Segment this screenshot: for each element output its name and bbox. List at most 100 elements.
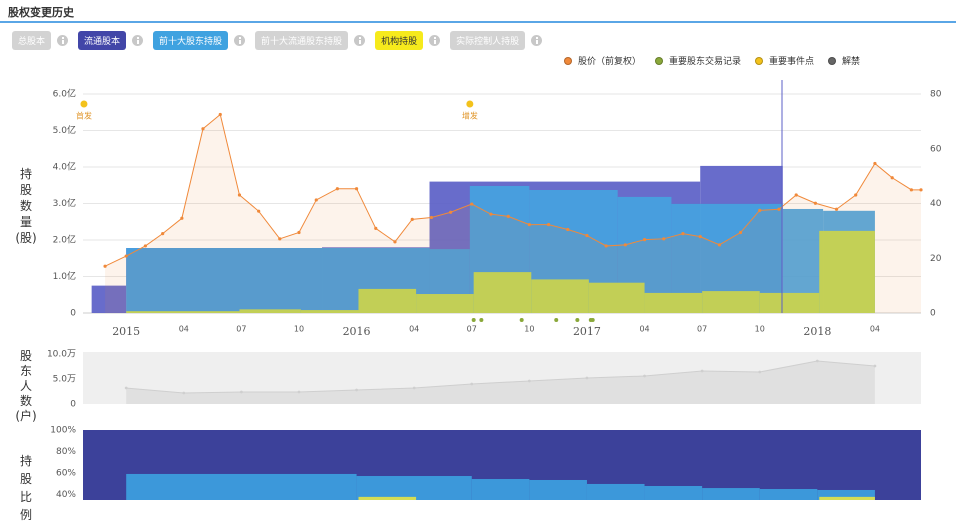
step-bar	[473, 272, 532, 313]
info-icon[interactable]	[234, 35, 246, 46]
line-point	[681, 232, 685, 236]
line-point	[642, 238, 647, 242]
event-label: 增发	[462, 111, 478, 121]
step-bar	[239, 309, 301, 313]
tab[interactable]: 总股本	[12, 31, 52, 50]
line-point	[257, 209, 261, 213]
tab[interactable]: 机构持股	[375, 31, 424, 50]
x-tick-label: 07	[236, 325, 246, 334]
x-tick-label: 04	[409, 325, 419, 334]
step-bar	[644, 486, 703, 500]
step-bar	[358, 496, 417, 500]
y-tick-label: 2.0亿	[53, 234, 76, 246]
trade-marker	[590, 318, 595, 322]
x-tick-label: 2016	[343, 325, 371, 338]
step-bar	[759, 292, 820, 313]
line-point	[738, 230, 743, 235]
legend-swatch	[654, 56, 663, 65]
line-point	[393, 240, 397, 244]
line-point	[410, 217, 414, 221]
info-icon[interactable]	[531, 35, 543, 46]
info-icon[interactable]	[132, 35, 144, 46]
x-tick-label: 10	[294, 325, 304, 334]
event-point	[80, 100, 88, 108]
line-point	[585, 376, 589, 380]
line-point	[813, 201, 818, 205]
tab[interactable]: 流通股本	[78, 31, 127, 50]
page: 股权变更历史 总股本 流通股本 前十大股东持股 前十大流通股东持股 机构持股 实际控制人持…	[0, 6, 956, 522]
line-point	[623, 243, 627, 247]
line	[126, 360, 875, 394]
legend-item: 股价（前复权）	[563, 54, 641, 67]
line-point	[815, 359, 819, 363]
line-point	[103, 264, 107, 268]
info-icon[interactable]	[57, 35, 69, 46]
y-axis-label: 持股数量(股)	[15, 167, 37, 245]
line-point	[161, 232, 165, 236]
x-tick-label: 07	[467, 325, 477, 334]
step-bar	[531, 279, 589, 313]
legend-swatch	[754, 56, 763, 65]
x-tick-label: 10	[755, 325, 765, 334]
y-tick-label: 5.0万	[53, 375, 76, 385]
line-point	[335, 187, 339, 191]
y-tick-label: 40%	[56, 490, 76, 500]
trade-marker	[575, 318, 580, 322]
line-point	[873, 364, 877, 368]
line-point	[143, 244, 147, 248]
legend-swatch	[563, 56, 572, 65]
info-icon[interactable]	[429, 35, 441, 46]
tab[interactable]: 前十大流通股东持股	[255, 31, 349, 50]
line-point	[355, 388, 358, 392]
x-tick-label: 04	[870, 325, 880, 334]
line-point	[700, 369, 704, 373]
step-bar	[644, 292, 703, 313]
line-point	[218, 112, 222, 117]
step-bar	[819, 496, 875, 500]
y-axis-label: 持股比例	[19, 454, 32, 522]
legend-label: 重要事件点	[768, 57, 814, 67]
step-bar	[126, 473, 357, 500]
tab-bar: 总股本 流通股本 前十大股东持股 前十大流通股东持股 机构持股 实际控制人持股	[12, 31, 552, 50]
legend-label: 重要股东交易记录	[668, 57, 741, 67]
line-point	[758, 370, 762, 374]
tab[interactable]: 实际控制人持股	[450, 31, 526, 50]
step-bar	[759, 489, 818, 500]
y2-tick-label: 80	[930, 90, 942, 100]
line-point	[297, 230, 301, 235]
y2-tick-label: 20	[930, 254, 942, 264]
line-point	[429, 215, 434, 220]
step-bar	[817, 489, 875, 500]
y-tick-label: 4.0亿	[53, 161, 76, 173]
step-bar	[586, 483, 645, 500]
line-point	[546, 222, 551, 227]
x-tick-label: 2018	[803, 325, 831, 338]
x-tick-label: 2017	[573, 325, 601, 338]
trade-marker	[479, 318, 484, 322]
step-bar	[358, 288, 417, 313]
legend-swatch	[827, 56, 836, 65]
line-point	[182, 391, 186, 395]
step-bar	[702, 291, 760, 313]
event-label: 首发	[76, 111, 92, 121]
line-point	[794, 193, 798, 197]
line-point	[662, 237, 666, 241]
title-rule	[0, 21, 956, 23]
step-bar	[702, 488, 760, 500]
step-bar	[588, 282, 645, 313]
line-area	[105, 114, 922, 313]
x-tick-label: 04	[179, 325, 189, 334]
info-icon[interactable]	[354, 35, 366, 46]
line-point	[239, 390, 243, 394]
step-bar	[300, 310, 359, 313]
line-point	[758, 208, 762, 212]
tab[interactable]: 前十大股东持股	[153, 31, 229, 50]
step-bar	[471, 479, 530, 500]
line-point	[777, 207, 781, 211]
line-point	[278, 237, 282, 241]
line-point	[297, 390, 301, 394]
line-point	[489, 212, 493, 216]
line-point	[890, 176, 894, 180]
y-tick-label: 1.0亿	[53, 270, 76, 282]
